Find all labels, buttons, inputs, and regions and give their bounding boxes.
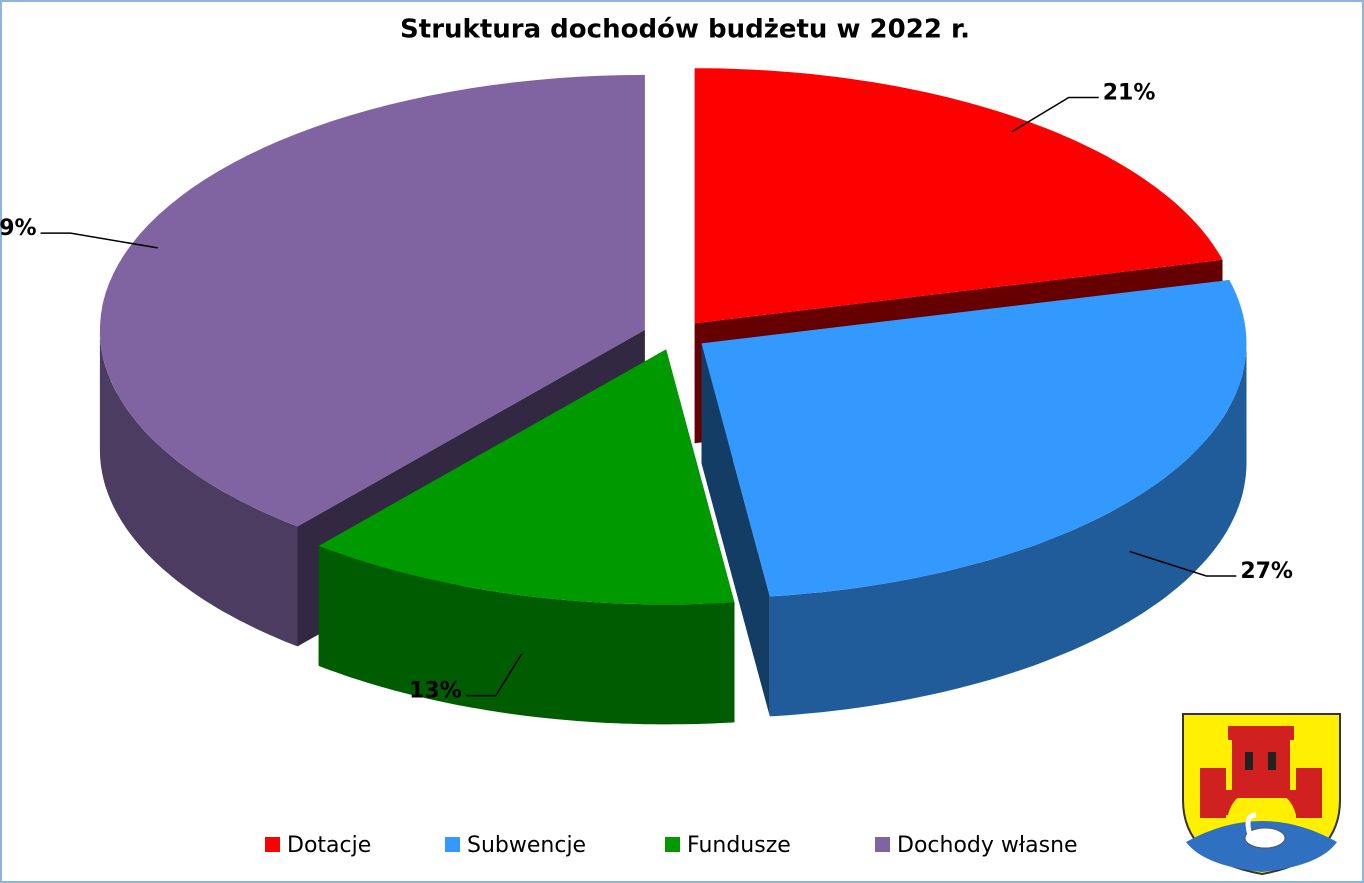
data-label: 13% bbox=[409, 679, 462, 704]
leader-line bbox=[1011, 96, 1099, 133]
data-label: 27% bbox=[1240, 559, 1293, 584]
slice-wall bbox=[318, 545, 735, 725]
legend-label: Subwencje bbox=[467, 833, 586, 858]
slice bbox=[701, 280, 1247, 717]
legend-label: Fundusze bbox=[687, 833, 791, 858]
data-label: 39% bbox=[0, 216, 37, 241]
slice-top bbox=[100, 74, 645, 527]
slice-wall bbox=[769, 343, 1247, 717]
coat-of-arms bbox=[1182, 713, 1341, 876]
legend-swatch bbox=[265, 837, 280, 852]
leader-line bbox=[465, 653, 523, 697]
data-labels: 21% 27% 13% 39% bbox=[0, 81, 1293, 704]
slice-top bbox=[694, 68, 1223, 324]
legend-label: Dochody własne bbox=[897, 833, 1078, 858]
slice bbox=[318, 349, 735, 725]
slice-side bbox=[701, 343, 770, 717]
legend-swatch bbox=[445, 837, 460, 852]
legend: Dotacje Subwencje Fundusze Dochody własne bbox=[265, 833, 1078, 858]
data-label: 21% bbox=[1103, 81, 1156, 106]
pie bbox=[99, 68, 1247, 725]
legend-swatch bbox=[665, 837, 680, 852]
slice-top bbox=[318, 349, 735, 605]
slice-top bbox=[701, 280, 1247, 597]
leader-line bbox=[1129, 550, 1237, 577]
slice-wall bbox=[99, 329, 298, 647]
legend-label: Dotacje bbox=[287, 833, 371, 858]
leader-line bbox=[40, 232, 158, 249]
chart-title: Struktura dochodów budżetu w 2022 r. bbox=[400, 15, 970, 45]
legend-swatch bbox=[875, 837, 890, 852]
